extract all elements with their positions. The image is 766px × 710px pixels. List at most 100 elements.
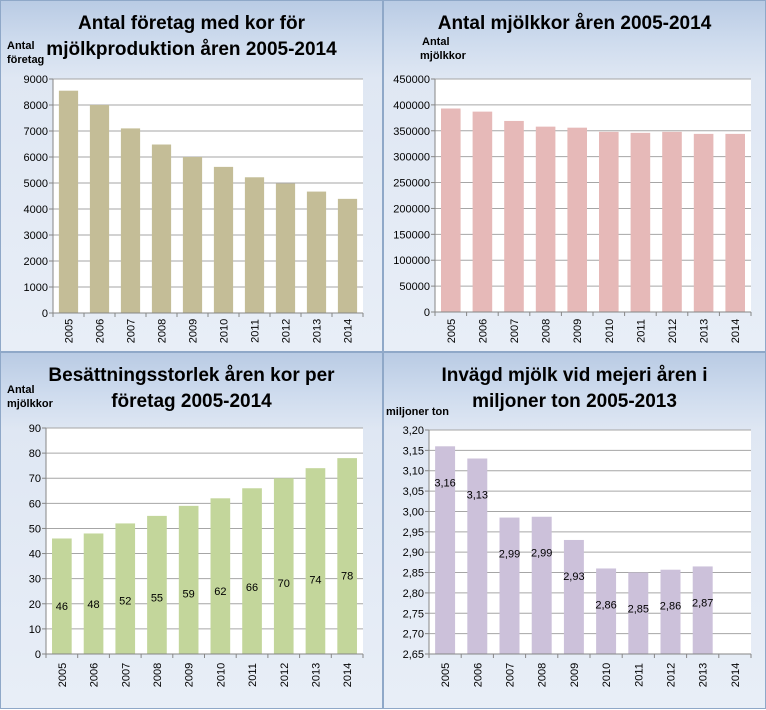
- y-tick-label: 0: [424, 307, 430, 319]
- data-label: 2,99: [499, 549, 520, 561]
- chart-title-line: Invägd mjölk vid mejeri åren i: [441, 365, 708, 386]
- y-tick-label: 60: [29, 498, 41, 510]
- x-tick-label: 2007: [126, 319, 138, 343]
- bar-2006: [467, 458, 488, 654]
- x-tick-label: 2014: [730, 663, 742, 687]
- x-tick-label: 2014: [730, 319, 742, 343]
- y-tick-label: 80: [29, 448, 41, 460]
- x-tick-label: 2010: [604, 319, 616, 343]
- bar-2007: [504, 120, 524, 312]
- bar-2010: [213, 166, 234, 313]
- x-tick-label: 2008: [152, 663, 164, 687]
- y-tick-label: 3,10: [403, 466, 424, 478]
- x-tick-label: 2007: [505, 663, 517, 687]
- chart-title-line: mjölkproduktion åren 2005-2014: [46, 39, 337, 60]
- bar-2013: [692, 566, 713, 654]
- y-tick-label: 2,90: [403, 547, 424, 559]
- bar-2009: [178, 505, 199, 654]
- bar-2012: [662, 131, 682, 312]
- y-tick-label: 2,80: [403, 588, 424, 600]
- y-tick-label: 10: [29, 624, 41, 636]
- y-tick-label: 50: [29, 523, 41, 535]
- data-label: 2,86: [660, 601, 681, 613]
- x-tick-label: 2005: [64, 319, 76, 343]
- y-tick-label: 450000: [393, 74, 430, 86]
- data-label: 3,13: [467, 490, 488, 502]
- bar-2005: [52, 538, 72, 654]
- x-tick-label: 2011: [633, 663, 645, 687]
- bar-2005: [441, 108, 461, 312]
- data-label: 62: [214, 586, 226, 598]
- x-tick-label: 2006: [95, 319, 107, 343]
- y-axis-label-line: miljoner ton: [386, 406, 449, 418]
- bar-2009: [182, 157, 203, 313]
- x-tick-label: 2007: [120, 663, 132, 687]
- y-axis-label-line: företag: [7, 54, 45, 66]
- y-axis-label-line: Antal: [422, 36, 450, 48]
- y-axis-label: Antal företag: [7, 39, 44, 67]
- y-axis-label-line: Antal: [7, 384, 35, 396]
- x-tick-label: 2014: [343, 319, 355, 343]
- chart-panel-dairy-cows: Antal mjölkkor åren 2005-2014 Antal mjöl…: [383, 0, 766, 352]
- y-axis-label-line: Antal: [7, 40, 35, 52]
- y-tick-label: 100000: [393, 255, 430, 267]
- bar-2013: [305, 468, 326, 654]
- y-tick-label: 9000: [24, 74, 48, 86]
- x-tick-label: 2008: [537, 663, 549, 687]
- y-tick-label: 50000: [399, 281, 430, 293]
- bar-2014: [337, 198, 358, 313]
- x-tick-label: 2007: [509, 319, 521, 343]
- y-tick-label: 5000: [24, 178, 48, 190]
- data-label: 46: [56, 601, 68, 613]
- x-tick-label: 2008: [541, 319, 553, 343]
- bar-2008: [535, 126, 556, 312]
- x-tick-label: 2010: [219, 319, 231, 343]
- chart-panel-herd-size: Besättningsstorlek åren kor per företag …: [0, 352, 383, 709]
- data-label: 2,87: [692, 597, 713, 609]
- bar-2008: [531, 516, 552, 654]
- y-tick-label: 70: [29, 473, 41, 485]
- y-tick-label: 7000: [24, 126, 48, 138]
- data-label: 70: [278, 578, 290, 590]
- x-tick-label: 2005: [57, 663, 69, 687]
- bar-2011: [628, 572, 649, 654]
- bar-2008: [147, 515, 167, 654]
- chart-title: Antal företag med kor för mjölkproduktio…: [1, 11, 382, 63]
- x-tick-label: 2010: [601, 663, 613, 687]
- y-tick-label: 350000: [393, 126, 430, 138]
- y-tick-label: 2,75: [403, 608, 424, 620]
- x-tick-label: 2006: [477, 319, 489, 343]
- y-tick-label: 90: [29, 423, 41, 435]
- chart-plot-milk-delivered: 2,65 2,70 2,75 2,80 2,85 2,90 2,95 3,00 3,05 3,10…: [403, 425, 752, 687]
- chart-plot-herd-size: 0 10 20 30 40 50 60 70 80 90 46 2005 48 2006 52 2007 55 2…: [29, 423, 364, 687]
- x-tick-label: 2009: [188, 319, 200, 343]
- bar-2014: [337, 458, 357, 654]
- data-label: 74: [309, 574, 321, 586]
- chart-title: Antal mjölkkor åren 2005-2014: [384, 11, 765, 37]
- bar-2007: [115, 523, 136, 654]
- data-label: 2,99: [531, 548, 552, 560]
- bar-2008: [151, 144, 172, 313]
- chart-title-line: företag 2005-2014: [111, 391, 272, 412]
- data-label: 59: [183, 589, 195, 601]
- y-tick-label: 30: [29, 574, 41, 586]
- chart-title: Besättningsstorlek åren kor per företag …: [1, 363, 382, 415]
- bar-2010: [596, 568, 617, 654]
- bar-2010: [210, 498, 231, 654]
- x-tick-label: 2009: [569, 663, 581, 687]
- y-axis-label-line: mjölkkor: [7, 398, 53, 410]
- bar-2011: [242, 488, 262, 654]
- data-label: 52: [119, 595, 131, 607]
- y-tick-label: 40: [29, 549, 41, 561]
- bar-2005: [58, 90, 79, 313]
- bar-2009: [567, 127, 587, 312]
- x-tick-label: 2010: [215, 663, 227, 687]
- bar-2005: [435, 446, 456, 654]
- y-tick-label: 2,70: [403, 629, 424, 641]
- y-tick-label: 2,65: [403, 649, 424, 661]
- x-tick-label: 2009: [572, 319, 584, 343]
- y-tick-label: 400000: [393, 100, 430, 112]
- y-tick-label: 0: [35, 649, 41, 661]
- bar-2007: [499, 517, 520, 654]
- x-tick-label: 2005: [446, 319, 458, 343]
